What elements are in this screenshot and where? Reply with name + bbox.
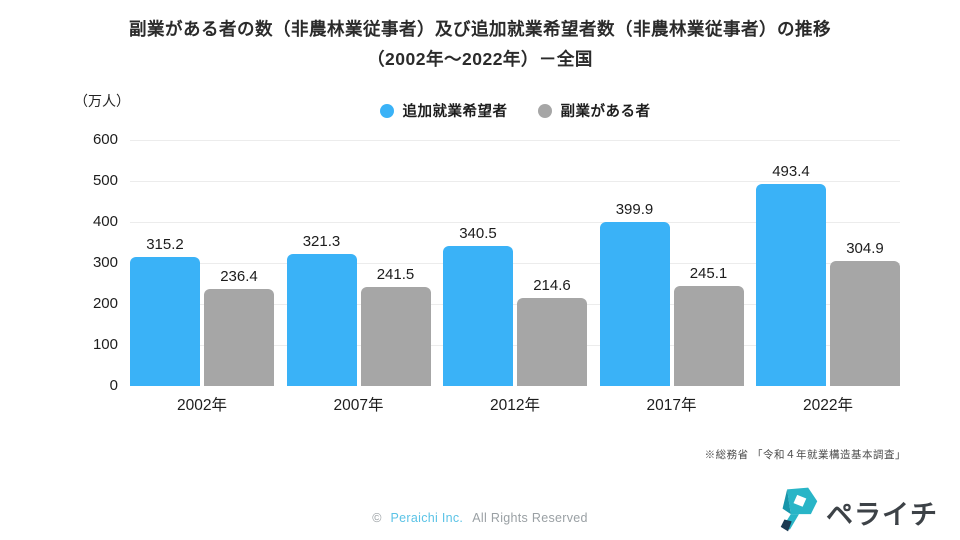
bar-value-label: 340.5 xyxy=(459,225,497,243)
plot-area: 315.2 236.4 321.3 241.5 340.5 214.6 399.9 245.1… xyxy=(130,140,900,386)
y-tick-label: 200 xyxy=(92,295,118,312)
bar-追加就業希望者-2017年 xyxy=(599,222,670,386)
bar-column: 340.5 xyxy=(443,225,513,386)
chart-legend: 追加就業希望者 副業がある者 xyxy=(130,100,900,121)
copyright-symbol: © xyxy=(372,511,382,525)
gridline xyxy=(130,345,900,346)
bar-value-label: 315.2 xyxy=(146,235,184,253)
y-tick-label: 600 xyxy=(92,131,118,148)
bar-column: 214.6 xyxy=(517,277,587,386)
bar-副業がある者-2017年 xyxy=(673,285,744,386)
chart-title-line1: 副業がある者の数（非農林業従事者）及び追加就業希望者数（非農林業従事者）の推移 xyxy=(129,19,831,39)
y-axis: 0 100 200 300 400 500 600 xyxy=(30,131,118,394)
bar-副業がある者-2022年 xyxy=(830,261,900,386)
bar-追加就業希望者-2022年 xyxy=(756,183,826,386)
x-tick-label: 2007年 xyxy=(333,397,384,414)
x-tick-label: 2017年 xyxy=(646,397,697,414)
peraichi-p-icon xyxy=(778,486,820,538)
bar-副業がある者-2007年 xyxy=(360,287,431,386)
gridline xyxy=(130,222,900,223)
bar-value-label: 304.9 xyxy=(846,240,884,257)
x-axis: 2002年 2007年 2012年 2017年 2022年 xyxy=(130,393,900,415)
gridline xyxy=(130,181,900,182)
bar-group-2017年: 399.9 245.1 xyxy=(599,201,744,386)
bar-value-label: 399.9 xyxy=(615,201,654,219)
bar-column: 321.3 xyxy=(286,233,357,386)
bar-追加就業希望者-2012年 xyxy=(443,246,513,386)
gridline xyxy=(130,263,900,264)
y-axis-unit-label: （万人） xyxy=(74,93,130,109)
rights-text: All Rights Reserved xyxy=(472,511,588,525)
y-tick-label: 0 xyxy=(109,377,118,394)
bar-value-label: 214.6 xyxy=(533,277,571,295)
bar-追加就業希望者-2007年 xyxy=(286,254,357,386)
bar-追加就業希望者-2002年 xyxy=(130,256,200,386)
bar-column: 493.4 xyxy=(756,163,826,386)
bar-value-label: 245.1 xyxy=(689,264,728,282)
legend-item-side-job-holders: 副業がある者 xyxy=(537,100,651,121)
y-tick-label: 400 xyxy=(92,213,118,230)
logo-text: ペライチ xyxy=(826,499,938,530)
y-tick-label: 100 xyxy=(92,336,118,353)
legend-item-additional-job-seekers: 追加就業希望者 xyxy=(379,100,508,121)
bar-group-2012年: 340.5 214.6 xyxy=(443,225,587,386)
bar-value-label: 236.4 xyxy=(220,268,258,286)
peraichi-logo: ペライチ xyxy=(778,486,938,538)
x-tick-label: 2022年 xyxy=(803,397,853,414)
x-tick-label: 2012年 xyxy=(490,397,540,414)
legend-dot-blue-icon xyxy=(379,103,394,118)
y-tick-label: 300 xyxy=(92,254,118,271)
legend-dot-gray-icon xyxy=(537,103,552,118)
copyright-line: © Peraichi Inc. All Rights Reserved xyxy=(0,511,960,525)
x-tick-label: 2002年 xyxy=(177,397,227,414)
bar-column: 304.9 xyxy=(830,240,900,386)
bar-column: 315.2 xyxy=(130,236,200,386)
legend-label: 追加就業希望者 xyxy=(402,104,508,120)
bar-value-label: 493.4 xyxy=(772,162,810,180)
bar-column: 236.4 xyxy=(204,268,274,386)
bar-column: 245.1 xyxy=(673,264,744,386)
gridline xyxy=(130,304,900,305)
bar-group-2002年: 315.2 236.4 xyxy=(130,236,274,386)
legend-label: 副業がある者 xyxy=(560,104,651,120)
bar-value-label: 241.5 xyxy=(376,266,415,283)
bar-group-2007年: 321.3 241.5 xyxy=(286,233,431,386)
chart-title-line2: （2002年～2022年）－全国 xyxy=(367,49,593,69)
bar-group-2022年: 493.4 304.9 xyxy=(756,163,900,386)
bar-value-label: 321.3 xyxy=(302,233,341,251)
gridline xyxy=(130,140,900,141)
bar-groups: 315.2 236.4 321.3 241.5 340.5 214.6 399.9 245.1… xyxy=(130,140,900,386)
bar-副業がある者-2012年 xyxy=(517,298,587,386)
bar-column: 241.5 xyxy=(360,266,431,386)
y-tick-label: 500 xyxy=(92,172,118,189)
source-note: ※総務省 「令和４年就業構造基本調査」 xyxy=(704,449,906,461)
bar-副業がある者-2002年 xyxy=(204,289,274,386)
company-link[interactable]: Peraichi Inc. xyxy=(390,511,464,525)
chart-title: 副業がある者の数（非農林業従事者）及び追加就業希望者数（非農林業従事者）の推移 … xyxy=(0,14,960,74)
bar-column: 399.9 xyxy=(599,201,670,386)
